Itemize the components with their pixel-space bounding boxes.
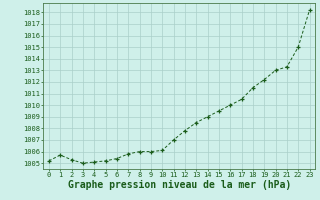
X-axis label: Graphe pression niveau de la mer (hPa): Graphe pression niveau de la mer (hPa) — [68, 180, 291, 190]
